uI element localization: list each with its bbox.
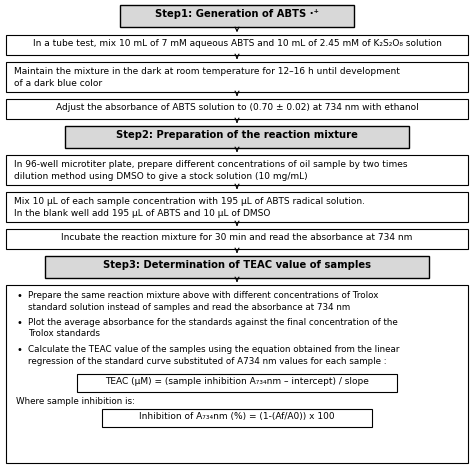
Text: of a dark blue color: of a dark blue color xyxy=(14,79,102,88)
Text: In 96-well microtiter plate, prepare different concentrations of oil sample by t: In 96-well microtiter plate, prepare dif… xyxy=(14,160,408,169)
Bar xyxy=(6,62,468,92)
Text: Step3: Determination of TEAC value of samples: Step3: Determination of TEAC value of sa… xyxy=(103,260,371,270)
Bar xyxy=(45,256,429,278)
Text: standard solution instead of samples and read the absorbance at 734 nm: standard solution instead of samples and… xyxy=(28,302,350,312)
Text: dilution method using DMSO to give a stock solution (10 mg/mL): dilution method using DMSO to give a sto… xyxy=(14,172,308,181)
Bar xyxy=(6,285,468,463)
Text: Calculate the TEAC value of the samples using the equation obtained from the lin: Calculate the TEAC value of the samples … xyxy=(28,345,400,354)
Text: •: • xyxy=(16,345,22,355)
Bar xyxy=(102,409,372,427)
Text: In the blank well add 195 μL of ABTS and 10 μL of DMSO: In the blank well add 195 μL of ABTS and… xyxy=(14,209,270,218)
Text: TEAC (μM) = (sample inhibition A₇₃₄nm – intercept) / slope: TEAC (μM) = (sample inhibition A₇₃₄nm – … xyxy=(105,377,369,386)
Text: •: • xyxy=(16,291,22,301)
Text: Where sample inhibition is:: Where sample inhibition is: xyxy=(16,397,135,406)
Bar xyxy=(120,5,354,27)
Bar xyxy=(6,192,468,222)
Text: regression of the standard curve substituted of A734 nm values for each sample :: regression of the standard curve substit… xyxy=(28,357,387,366)
Text: Incubate the reaction mixture for 30 min and read the absorbance at 734 nm: Incubate the reaction mixture for 30 min… xyxy=(61,233,413,242)
Bar xyxy=(6,229,468,249)
Bar xyxy=(77,374,397,392)
Text: Step2: Preparation of the reaction mixture: Step2: Preparation of the reaction mixtu… xyxy=(116,130,358,140)
Bar xyxy=(6,155,468,185)
Text: Step1: Generation of ABTS ·⁺: Step1: Generation of ABTS ·⁺ xyxy=(155,9,319,19)
Bar xyxy=(6,35,468,55)
Text: •: • xyxy=(16,318,22,328)
Text: Plot the average absorbance for the standards against the final concentration of: Plot the average absorbance for the stan… xyxy=(28,318,398,327)
Text: Mix 10 μL of each sample concentration with 195 μL of ABTS radical solution.: Mix 10 μL of each sample concentration w… xyxy=(14,197,365,206)
Text: Adjust the absorbance of ABTS solution to (0.70 ± 0.02) at 734 nm with ethanol: Adjust the absorbance of ABTS solution t… xyxy=(55,103,419,112)
Text: Maintain the mixture in the dark at room temperature for 12–16 h until developme: Maintain the mixture in the dark at room… xyxy=(14,67,400,76)
Bar xyxy=(65,126,409,148)
Text: In a tube test, mix 10 mL of 7 mM aqueous ABTS and 10 mL of 2.45 mM of K₂S₂O₈ so: In a tube test, mix 10 mL of 7 mM aqueou… xyxy=(33,39,441,48)
Text: Prepare the same reaction mixture above with different concentrations of Trolox: Prepare the same reaction mixture above … xyxy=(28,291,378,300)
Bar xyxy=(6,99,468,119)
Text: Trolox standards: Trolox standards xyxy=(28,329,100,338)
Text: Inhibition of A₇₃₄nm (%) = (1-(Af/A0)) x 100: Inhibition of A₇₃₄nm (%) = (1-(Af/A0)) x… xyxy=(139,412,335,421)
